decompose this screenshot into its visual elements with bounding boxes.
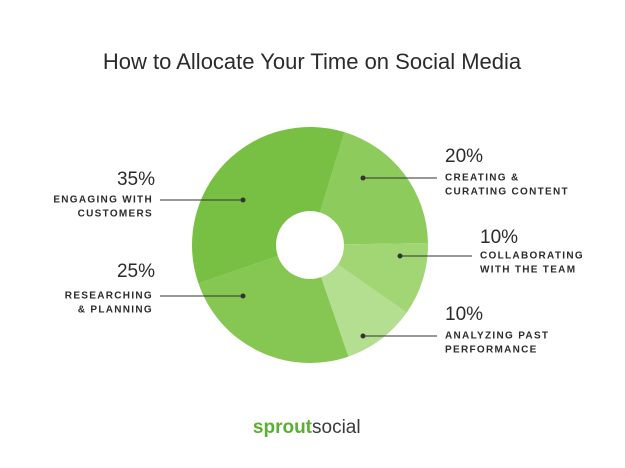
value-label: 10%: [445, 304, 483, 325]
donut-slice: [191, 126, 345, 284]
value-label: 25%: [117, 261, 155, 282]
category-label: RESEARCHING: [65, 291, 153, 302]
category-label: ANALYZING PAST: [445, 331, 549, 342]
leader-dot: [360, 333, 366, 339]
category-label: & PLANNING: [78, 305, 153, 316]
brand-social: social: [312, 417, 361, 438]
donut-slice: [321, 264, 407, 357]
donut-slice: [198, 256, 349, 364]
category-label: ENGAGING WITH: [53, 195, 153, 206]
category-label: WITH THE TEAM: [480, 265, 576, 276]
category-label: CREATING &: [445, 173, 519, 184]
category-label: COLLABORATING: [480, 251, 584, 262]
value-label: 20%: [445, 146, 483, 167]
leader-dot: [360, 175, 366, 181]
donut-slice: [319, 132, 428, 245]
value-label: 10%: [480, 227, 518, 248]
category-label: CUSTOMERS: [78, 209, 153, 220]
leader-dot: [240, 293, 246, 299]
leader-dot: [397, 253, 403, 259]
leader-dot: [240, 197, 246, 203]
category-label: PERFORMANCE: [445, 345, 538, 356]
donut-slice: [337, 242, 428, 313]
chart-title: How to Allocate Your Time on Social Medi…: [103, 49, 522, 74]
brand-sprout: sprout: [253, 417, 313, 438]
category-label: CURATING CONTENT: [445, 187, 569, 198]
value-label: 35%: [117, 169, 155, 190]
